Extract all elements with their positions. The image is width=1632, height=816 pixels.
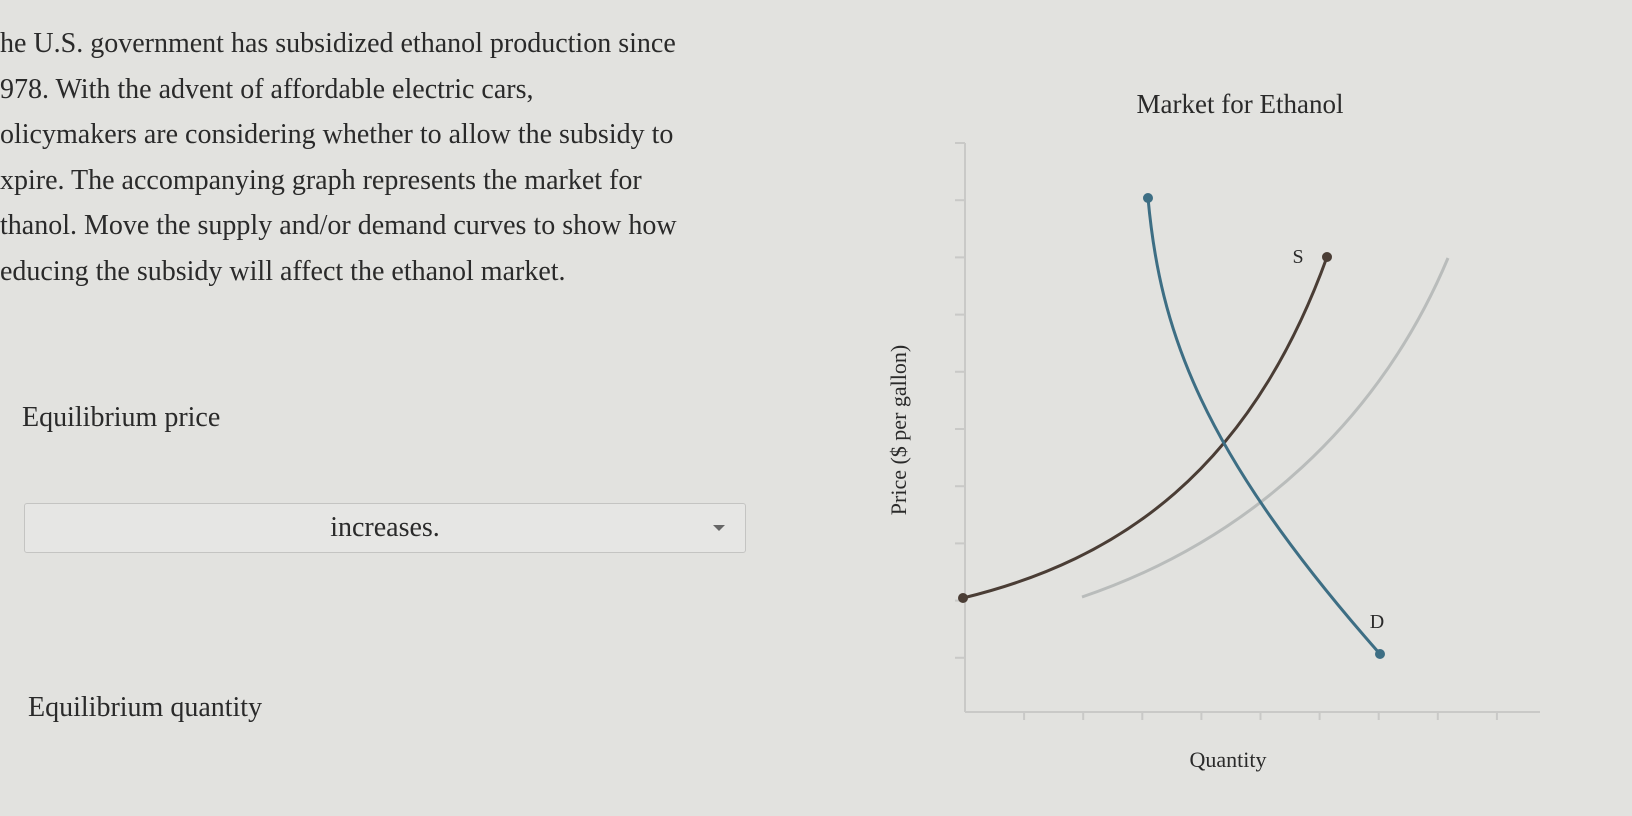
supply-label: S bbox=[1292, 246, 1303, 268]
question-line: thanol. Move the supply and/or demand cu… bbox=[0, 210, 677, 241]
original-supply bbox=[1081, 257, 1450, 599]
ticks bbox=[955, 142, 1498, 720]
question-line: educing the subsidy will affect the etha… bbox=[0, 255, 566, 287]
quantity-label: Equilibrium quantity bbox=[28, 692, 263, 723]
demand-curve[interactable] bbox=[1146, 197, 1382, 655]
demand-label: D bbox=[1370, 611, 1384, 633]
price-dropdown[interactable]: increases. bbox=[24, 503, 746, 553]
x-axis-label: Quantity bbox=[1190, 747, 1267, 772]
question-line: 978. With the advent of affordable elect… bbox=[0, 73, 534, 105]
supply-handle[interactable] bbox=[1322, 252, 1332, 262]
dropdown-caret bbox=[713, 525, 725, 531]
graph-title: Market for Ethanol bbox=[1137, 89, 1344, 119]
question-line: xpire. The accompanying graph represents… bbox=[0, 164, 642, 196]
question-line: he U.S. government has subsidized ethano… bbox=[0, 28, 676, 59]
dropdown-value: increases. bbox=[330, 512, 440, 543]
question-line: olicymakers are considering whether to a… bbox=[0, 119, 674, 150]
demand-handle[interactable] bbox=[1143, 193, 1153, 203]
demand-handle[interactable] bbox=[1375, 649, 1385, 659]
y-axis-label: Price ($ per gallon) bbox=[886, 345, 911, 515]
price-label: Equilibrium price bbox=[22, 402, 221, 433]
supply-curve[interactable] bbox=[962, 256, 1329, 600]
supply-handle[interactable] bbox=[958, 593, 968, 603]
